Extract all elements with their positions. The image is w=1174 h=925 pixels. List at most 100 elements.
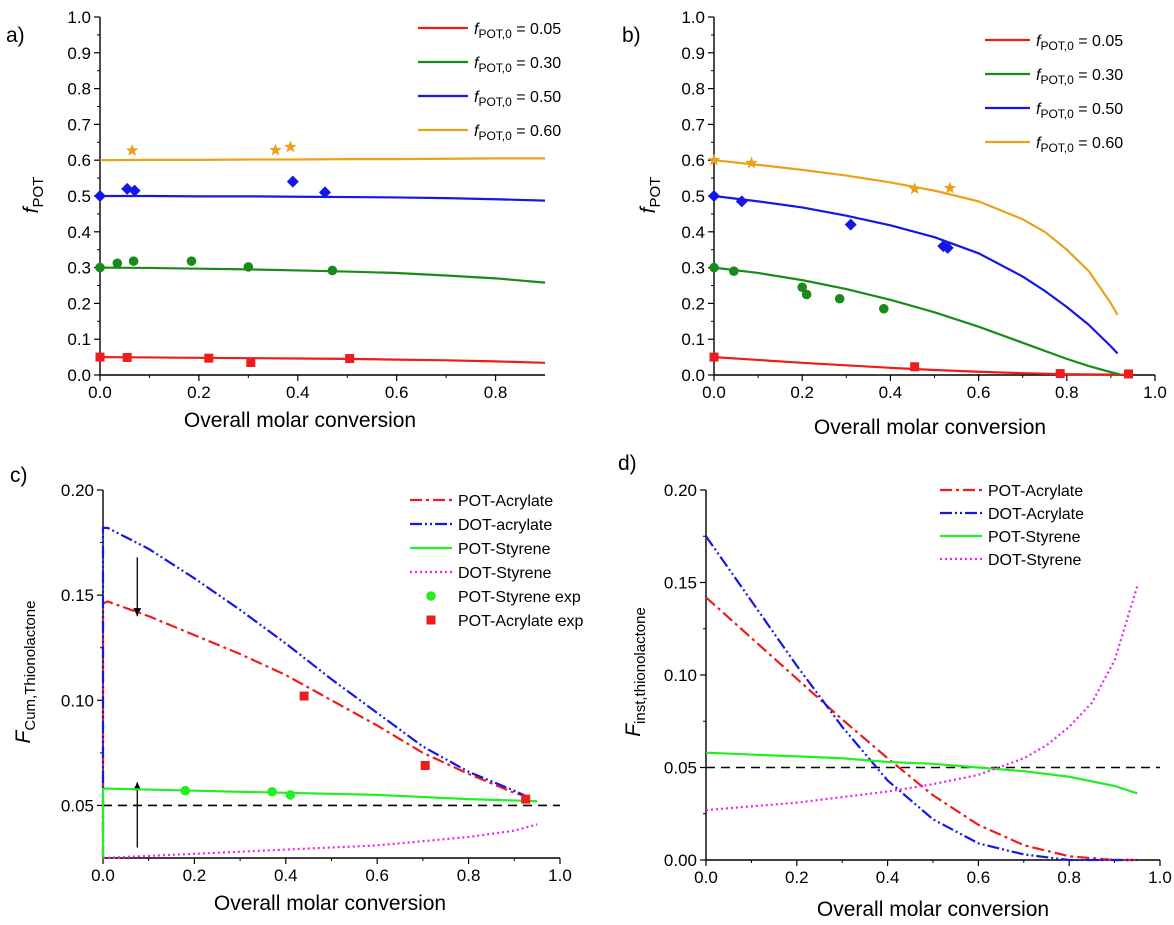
y-axis-label-main: F — [622, 723, 645, 737]
panel-label: d) — [618, 452, 637, 475]
legend-entry: POT-Acrylate exp — [458, 613, 583, 630]
x-axis-label: Overall molar conversion — [814, 416, 1046, 439]
legend-entry-symbol: f — [474, 123, 480, 140]
series-line-2 — [713, 266, 1120, 376]
legend-entry-symbol: f — [1036, 33, 1042, 50]
data-point — [286, 175, 299, 188]
legend-entry-value: = 0.05 — [512, 21, 561, 38]
panel-label: b) — [622, 24, 641, 47]
x-tick-label: 0.0 — [702, 383, 726, 402]
data-point — [801, 289, 812, 300]
legend-entry-name: DOT-Styrene — [988, 552, 1081, 569]
data-point — [834, 293, 845, 304]
legend-entry: POT-Acrylate — [458, 493, 553, 510]
legend-entry-name: POT-Styrene exp — [458, 589, 581, 606]
legend-entry: fPOT,0 = 0.60 — [474, 123, 561, 143]
y-axis-label: Finst,thionolactone — [622, 607, 649, 737]
legend-entry-subscript: POT,0 — [478, 129, 512, 143]
x-axis-label: Overall molar conversion — [214, 892, 446, 915]
x-tick-label: 0.6 — [967, 868, 991, 887]
x-tick-label: 0.4 — [286, 383, 310, 402]
series-line-1 — [101, 600, 529, 858]
y-tick-label: 0.9 — [67, 44, 91, 63]
x-tick-label: 0.0 — [694, 868, 718, 887]
x-tick-label: 0.8 — [457, 866, 481, 885]
legend-entry-symbol: f — [1036, 135, 1042, 152]
y-tick-label: 0.15 — [61, 586, 94, 605]
x-tick-label: 0.6 — [967, 383, 991, 402]
series-line-1 — [705, 596, 1138, 862]
y-tick-label: 0.4 — [67, 223, 91, 242]
y-tick-label: 1.0 — [67, 8, 91, 27]
series-line-1 — [99, 356, 546, 364]
series-line-4 — [713, 159, 1119, 316]
legend-entry: POT-Styrene — [458, 541, 551, 558]
series-line-3 — [101, 787, 538, 858]
y-axis-label-subscript: inst,thionolactone — [632, 607, 649, 724]
y-tick-label: 0.6 — [67, 151, 91, 170]
legend-entry-name: POT-Acrylate — [988, 483, 1083, 500]
series-line-2 — [101, 526, 529, 858]
legend: POT-Acrylate DOT-acrylate POT-Styrene DOT-S… — [410, 493, 583, 630]
series-line-4 — [99, 157, 545, 162]
data-point — [941, 241, 954, 254]
legend-entry: POT-Styrene — [988, 529, 1081, 546]
y-tick-label: 0.8 — [67, 80, 91, 99]
legend-entry: fPOT,0 = 0.30 — [1036, 67, 1123, 87]
legend-entry: POT-Styrene exp — [458, 589, 581, 606]
data-point — [1124, 369, 1134, 379]
data-point — [745, 156, 758, 169]
legend-entry: DOT-Styrene — [458, 565, 551, 582]
y-tick-label: 0.1 — [681, 330, 705, 349]
legend-entry-subscript: POT,0 — [1040, 39, 1074, 53]
legend-entry-name: DOT-acrylate — [458, 517, 552, 534]
data-point — [95, 262, 105, 273]
x-tick-label: 1.0 — [1148, 868, 1172, 887]
x-tick-label: 0.0 — [91, 866, 115, 885]
series-line-4 — [102, 823, 538, 860]
y-tick-label: 0.15 — [664, 574, 697, 593]
data-point — [844, 218, 857, 231]
panel-label: a) — [6, 24, 25, 47]
legend-entry: fPOT,0 = 0.60 — [1036, 135, 1123, 155]
legend-entry-name: POT-Acrylate exp — [458, 613, 583, 630]
data-point — [797, 282, 807, 293]
legend-entry-name: DOT-Acrylate — [988, 506, 1084, 523]
y-axis-label: fPOT — [20, 177, 47, 214]
x-tick-label: 1.0 — [1143, 383, 1167, 402]
data-point — [128, 256, 139, 266]
data-point — [269, 143, 282, 156]
legend-entry-name: POT-Acrylate — [458, 493, 553, 510]
y-tick-label: 0.4 — [681, 223, 705, 242]
legend-entry-subscript: POT,0 — [1040, 107, 1074, 121]
data-point — [709, 262, 719, 273]
data-point — [943, 181, 957, 194]
legend: POT-Acrylate DOT-Acrylate POT-Styrene DOT-S… — [940, 483, 1084, 569]
data-point — [327, 265, 338, 276]
legend-entry-subscript: POT,0 — [478, 27, 512, 41]
data-point — [708, 190, 720, 202]
legend-entry: fPOT,0 = 0.30 — [474, 55, 561, 75]
legend-entry: DOT-Styrene — [988, 552, 1081, 569]
y-tick-label: 0.1 — [67, 330, 91, 349]
legend-entry: fPOT,0 = 0.05 — [1036, 33, 1123, 53]
data-point — [299, 691, 309, 701]
y-tick-label: 0.0 — [67, 366, 91, 385]
data-point — [285, 790, 296, 800]
x-tick-label: 0.6 — [365, 866, 389, 885]
annotation-arrowhead — [133, 608, 142, 617]
data-point — [94, 190, 106, 202]
data-point — [284, 140, 297, 153]
legend-entry: POT-Acrylate — [988, 483, 1083, 500]
data-point — [180, 785, 191, 796]
data-point — [318, 186, 331, 199]
y-tick-label: 0.05 — [61, 796, 94, 815]
data-point — [243, 262, 254, 272]
data-point — [246, 357, 256, 367]
legend-entry: DOT-Acrylate — [988, 506, 1084, 523]
y-tick-label: 1.0 — [681, 8, 705, 27]
legend-entry-name: DOT-Styrene — [458, 565, 551, 582]
y-tick-label: 0.0 — [681, 366, 705, 385]
series-line-3 — [713, 194, 1119, 355]
